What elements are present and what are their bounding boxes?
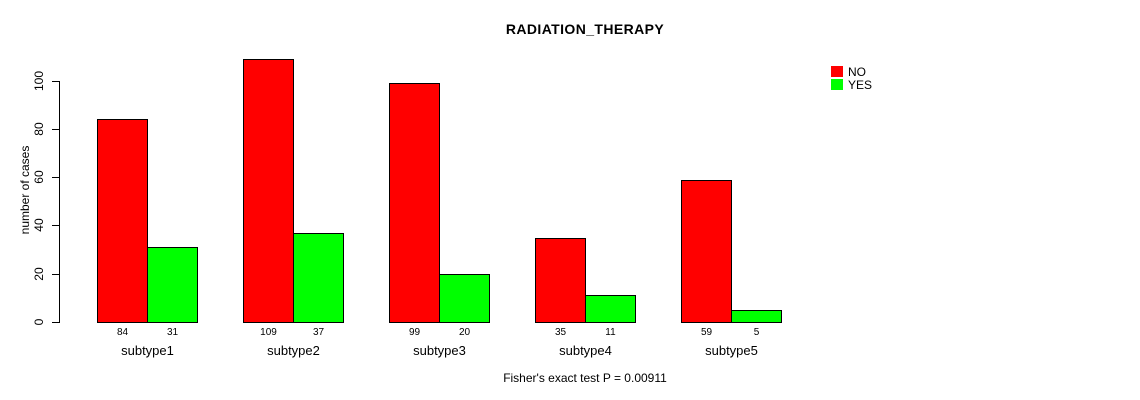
legend-item-no: NO [831,64,872,79]
bar-yes-subtype5 [731,310,782,323]
bar-value-no-subtype3: 99 [408,327,421,338]
bar-yes-subtype4 [585,295,636,323]
bar-no-subtype1 [97,119,148,323]
bar-value-no-subtype4: 35 [554,327,567,338]
bar-no-subtype3 [389,83,440,323]
bar-no-subtype4 [535,238,586,323]
category-label-subtype4: subtype4 [559,343,612,358]
legend-swatch-yes [831,79,843,90]
y-axis-tick [52,81,59,82]
y-axis-tick-label: 0 [32,318,46,326]
bar-yes-subtype2 [293,233,344,323]
y-axis-tick-label: 60 [32,170,46,184]
bar-yes-subtype1 [147,247,198,323]
bar-value-yes-subtype1: 31 [166,327,179,338]
legend-item-yes: YES [831,77,873,92]
bar-yes-subtype3 [439,274,490,323]
y-axis-line [59,81,60,323]
y-axis-tick [52,129,59,130]
y-axis-tick [52,225,59,226]
legend: NO YES [831,64,873,92]
bar-value-no-subtype5: 59 [700,327,713,338]
bar-value-no-subtype2: 109 [260,327,277,338]
bar-value-no-subtype1: 84 [116,327,129,338]
bar-no-subtype2 [243,59,294,323]
legend-label-yes: YES [848,77,873,92]
fisher-test-annotation: Fisher's exact test P = 0.00911 [503,371,667,385]
category-label-subtype2: subtype2 [267,343,320,358]
y-axis-label: number of cases [18,145,32,235]
legend-label-no: NO [848,64,866,79]
bar-value-yes-subtype4: 11 [605,327,616,338]
y-axis-tick-label: 80 [32,122,46,136]
y-axis-tick [52,322,59,323]
y-axis-tick-label: 100 [32,70,46,92]
y-axis-tick-label: 40 [32,218,46,232]
y-axis-tick [52,177,59,178]
category-label-subtype5: subtype5 [705,343,758,358]
y-axis-tick-label: 20 [32,267,46,281]
y-axis-tick [52,274,59,275]
category-label-subtype3: subtype3 [413,343,466,358]
category-label-subtype1: subtype1 [121,343,174,358]
bar-value-yes-subtype5: 5 [753,327,760,338]
bar-no-subtype5 [681,180,732,323]
legend-swatch-no [831,66,843,77]
bar-value-yes-subtype2: 37 [312,327,325,338]
bar-value-yes-subtype3: 20 [458,327,471,338]
chart-title: RADIATION_THERAPY [505,21,665,37]
